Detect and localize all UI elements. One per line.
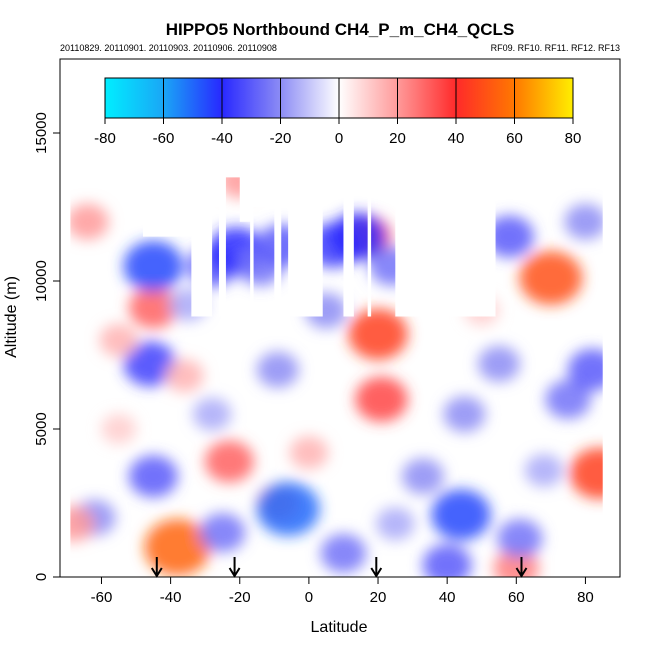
y-axis-label: Altitude (m) (3, 276, 20, 358)
heatmap-blob-4 (569, 447, 603, 499)
colorbar-tick-label--20: -20 (270, 130, 292, 147)
heatmap-blob-11 (123, 240, 184, 292)
heatmap-blob-39 (564, 203, 603, 240)
heatmap-blob-18 (497, 519, 543, 559)
flight-marker-4: ↓ (515, 557, 528, 578)
heatmap-blob-3 (519, 251, 583, 306)
chart-subtitle-flights: RF09. RF10. RF11. RF12. RF13 (491, 43, 620, 53)
colorbar-ticks: -80 -60 -40 -20 0 20 40 60 80 (94, 78, 581, 147)
y-tick-label-10000: 10000 (33, 260, 50, 302)
y-tick-label-5000: 5000 (33, 412, 50, 445)
heatmap-blob-1 (348, 308, 408, 360)
chart-subtitle-dates: 20110829. 20110901. 20110903. 20110906. … (60, 43, 277, 53)
colorbar-tick-label-60: 60 (506, 130, 523, 147)
heatmap-field (70, 156, 603, 578)
colorbar-tick-label-40: 40 (448, 130, 465, 147)
heatmap-blob-47 (168, 288, 208, 322)
colorbar: -80 -60 -40 -20 0 20 40 60 80 (94, 77, 581, 147)
heatmap-blob-40 (256, 224, 306, 267)
x-tick-label-80: 80 (577, 589, 594, 606)
heatmap-blob-20 (401, 458, 444, 495)
heatmap-blob-44 (464, 295, 500, 326)
heatmap-blob-48 (524, 453, 564, 487)
heatmap-blob-25 (192, 397, 232, 431)
heatmap-blob-36 (329, 212, 386, 261)
heatmap-blob-27 (101, 414, 137, 444)
y-tick-label-15000: 15000 (33, 112, 50, 154)
heatmap-blob-31 (218, 162, 261, 199)
heatmap-blob-37 (369, 246, 415, 286)
heatmap-blob-26 (443, 396, 486, 433)
flight-marker-3: ↓ (370, 557, 383, 578)
colorbar-tick-label--60: -60 (153, 130, 175, 147)
heatmap-blob-16 (199, 513, 246, 553)
colorbar-tick-label--40: -40 (211, 130, 233, 147)
x-tick-label-20: 20 (370, 589, 387, 606)
heatmap-blob-10 (70, 203, 109, 240)
flight-markers: ↓ ↓ ↓ ↓ (150, 557, 528, 578)
heatmap-blob-45 (70, 505, 95, 542)
x-tick-label--40: -40 (160, 589, 182, 606)
chart-title: HIPPO5 Northbound CH4_P_m_CH4_QCLS (166, 20, 515, 39)
x-tick-label--60: -60 (91, 589, 113, 606)
x-tick-label--20: -20 (229, 589, 251, 606)
heatmap-blob-8 (128, 286, 178, 329)
plot-frame (59, 58, 621, 578)
flight-marker-1: ↓ (150, 557, 163, 578)
x-tick-label-60: 60 (508, 589, 525, 606)
flight-marker-2: ↓ (228, 557, 241, 578)
heatmap-blob-24 (567, 348, 603, 391)
heatmap-blob-46 (376, 507, 415, 541)
heatmap-blob-21 (545, 379, 591, 419)
heatmap-blob-22 (256, 351, 299, 388)
heatmap-blob-38 (484, 215, 534, 258)
heatmap-blob-6 (204, 440, 254, 483)
heatmap-blob-2 (355, 376, 408, 422)
y-axis: 0 5000 10000 15000 (33, 112, 60, 581)
x-axis-label: Latitude (311, 619, 368, 636)
heatmap-blob-12 (256, 481, 320, 536)
x-tick-label-0: 0 (305, 589, 313, 606)
colorbar-tick-label-20: 20 (389, 130, 406, 147)
heatmap-blob-23 (478, 345, 521, 382)
heatmap-blob-14 (123, 341, 177, 387)
y-tick-label-0: 0 (33, 573, 50, 581)
colorbar-tick-label--80: -80 (94, 130, 116, 147)
colorbar-tick-label-0: 0 (335, 130, 343, 147)
heatmap-blob-42 (165, 359, 204, 393)
heatmap-blob-15 (128, 455, 178, 498)
heatmap-blob-43 (289, 436, 329, 470)
x-tick-label-40: 40 (439, 589, 456, 606)
heatmap-blobs (70, 162, 603, 578)
heatmap-blob-41 (99, 323, 139, 357)
colorbar-tick-label-80: 80 (565, 130, 582, 147)
heatmap-blob-29 (305, 292, 348, 329)
heatmap-blob-5 (144, 518, 211, 576)
x-axis: -60 -40 -20 0 20 40 60 80 (91, 577, 594, 606)
heatmap-blob-17 (422, 544, 472, 578)
heatmap-blob-13 (431, 489, 491, 541)
heatmap-blob-19 (320, 533, 367, 573)
